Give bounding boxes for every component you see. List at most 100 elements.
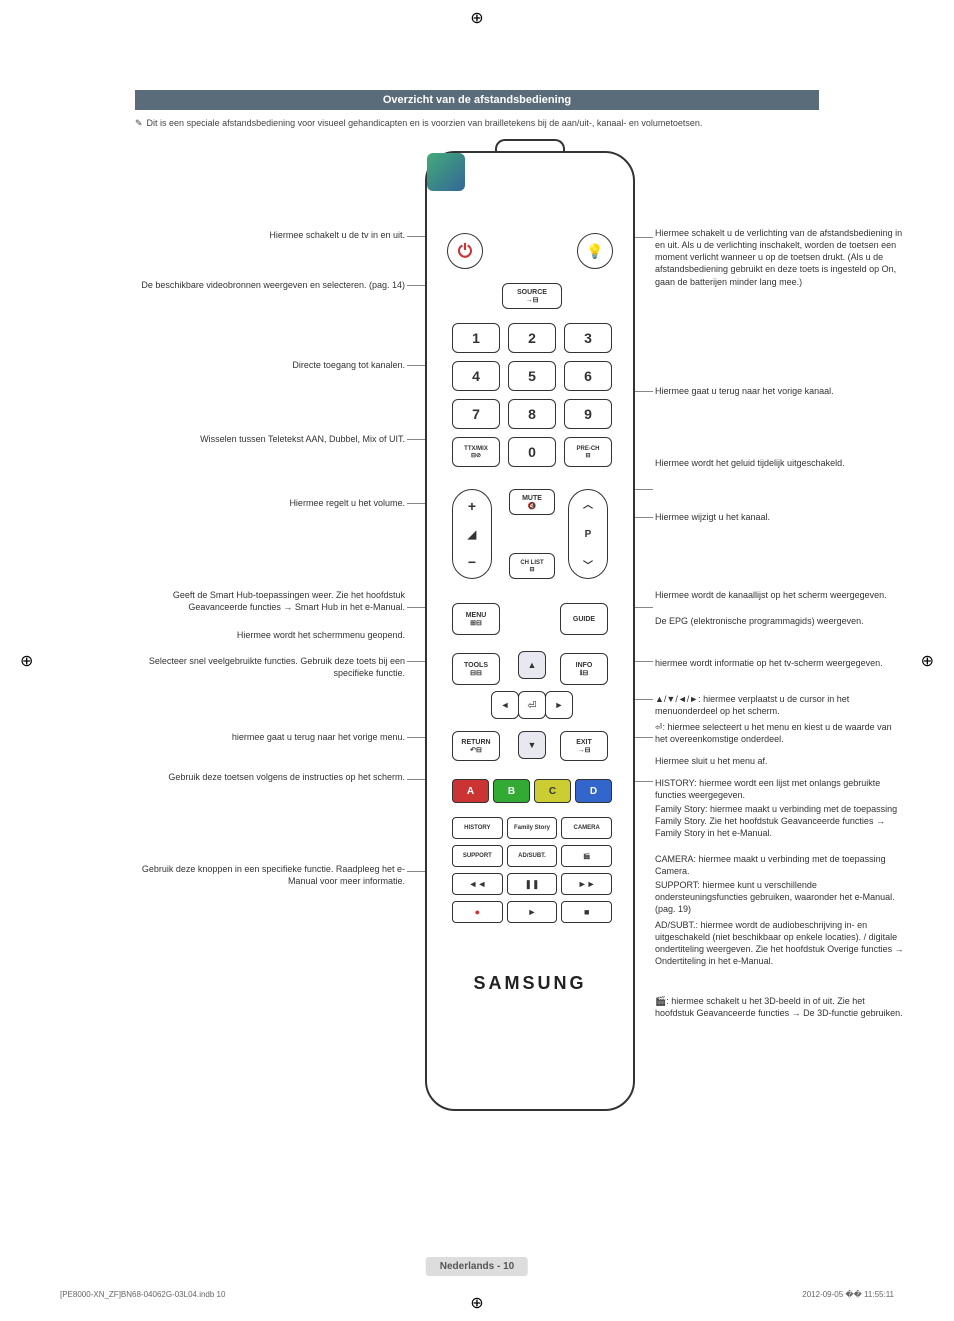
stop-button[interactable]: ■ [561, 901, 612, 923]
label-mute: Hiermee wordt het geluid tijdelijk uitge… [655, 457, 905, 469]
num-3[interactable]: 3 [564, 323, 612, 353]
label-tools: Selecteer snel veelgebruikte functies. G… [115, 655, 405, 679]
dpad-left[interactable]: ◄ [491, 691, 519, 719]
footer-left: [PE8000-XN_ZF]BN68-04062G-03L04.indb 10 [60, 1290, 225, 1299]
label-ttx: Wisselen tussen Teletekst AAN, Dubbel, M… [115, 433, 405, 445]
adsubt-button[interactable]: AD/SUBT. [507, 845, 558, 867]
volume-rocker[interactable]: +◢− [452, 489, 492, 579]
footer-right: 2012-09-05 �� 11:55:11 [802, 1290, 894, 1299]
section-title: Overzicht van de afstandsbediening [135, 90, 819, 110]
guide-button[interactable]: GUIDE [560, 603, 608, 635]
label-dpad2: ⏎: hiermee selecteert u het menu en kies… [655, 721, 905, 745]
light-button[interactable]: 💡 [577, 233, 613, 269]
label-smarthub1: Geeft de Smart Hub-toepassingen weer. Zi… [115, 589, 405, 613]
power-icon: ⏻ [458, 241, 472, 262]
history-button[interactable]: HISTORY [452, 817, 503, 839]
label-dpad1: ▲/▼/◄/►: hiermee verplaatst u de cursor … [655, 693, 905, 717]
label-family: Family Story: hiermee maakt u verbinding… [655, 803, 905, 839]
color-d[interactable]: D [575, 779, 612, 803]
note-icon: ✎ [135, 118, 143, 128]
num-4[interactable]: 4 [452, 361, 500, 391]
exit-icon: →⊟ [578, 746, 591, 754]
source-button[interactable]: SOURCE→⊟ [502, 283, 562, 309]
menu-button[interactable]: MENU⊞⊟ [452, 603, 500, 635]
label-guide: De EPG (elektronische programmagids) wee… [655, 615, 905, 627]
support-button[interactable]: SUPPORT [452, 845, 503, 867]
vol-icon: ◢ [468, 528, 476, 541]
label-support: SUPPORT: hiermee kunt u verschillende on… [655, 879, 905, 915]
smarthub-button[interactable] [427, 153, 465, 191]
pause-button[interactable]: ❚❚ [507, 873, 558, 895]
family-button[interactable]: Family Story [507, 817, 558, 839]
num-7[interactable]: 7 [452, 399, 500, 429]
source-icon: →⊟ [526, 296, 539, 304]
info-icon: ℹ⊟ [580, 669, 589, 677]
dpad-up[interactable]: ▲ [518, 651, 546, 679]
remote-body: ⏻ 💡 SOURCE→⊟ 1 2 3 4 5 6 7 8 9 TTX/MIX⊟⊘… [425, 151, 635, 1111]
forward-icon: ►► [578, 879, 596, 889]
pause-icon: ❚❚ [524, 879, 539, 890]
menu-icon: ⊞⊟ [470, 619, 482, 627]
num-6[interactable]: 6 [564, 361, 612, 391]
tools-button[interactable]: TOOLS⊟⊟ [452, 653, 500, 685]
media-row-2: ● ► ■ [452, 901, 612, 923]
play-button[interactable]: ► [507, 901, 558, 923]
power-button[interactable]: ⏻ [447, 233, 483, 269]
info-label: INFO [576, 662, 593, 669]
page-number: Nederlands - 10 [426, 1257, 528, 1276]
dpad-enter[interactable]: ⏎ [518, 691, 546, 719]
label-exit: Hiermee sluit u het menu af. [655, 755, 905, 767]
label-info: hiermee wordt informatie op het tv-scher… [655, 657, 905, 669]
camera-button[interactable]: CAMERA [561, 817, 612, 839]
mute-button[interactable]: MUTE🔇 [509, 489, 555, 515]
page-content: Overzicht van de afstandsbediening ✎ Dit … [0, 0, 954, 1191]
remote-diagram: Hiermee schakelt u de tv in en uit. De b… [115, 141, 839, 1161]
num-2[interactable]: 2 [508, 323, 556, 353]
forward-button[interactable]: ►► [561, 873, 612, 895]
registration-mark-bottom: ⊕ [470, 1293, 483, 1313]
label-volume: Hiermee regelt u het volume. [115, 497, 405, 509]
num-9[interactable]: 9 [564, 399, 612, 429]
enter-icon: ⏎ [527, 699, 536, 712]
ch-label: P [585, 529, 592, 540]
brand-logo: SAMSUNG [427, 973, 633, 994]
ch-up-icon: ︿ [583, 496, 593, 511]
label-chlist: Hiermee wordt de kanaallijst op het sche… [655, 589, 905, 601]
record-button[interactable]: ● [452, 901, 503, 923]
dpad: ▲ ▼ ◄ ► ⏎ [505, 651, 559, 759]
3d-button[interactable]: 🎬 [561, 845, 612, 867]
num-0[interactable]: 0 [508, 437, 556, 467]
num-1[interactable]: 1 [452, 323, 500, 353]
dpad-right[interactable]: ► [545, 691, 573, 719]
label-history: HISTORY: hiermee wordt een lijst met onl… [655, 777, 905, 801]
channel-rocker[interactable]: ︿P﹀ [568, 489, 608, 579]
tools-icon: ⊟⊟ [470, 669, 482, 677]
num-5[interactable]: 5 [508, 361, 556, 391]
label-camera: CAMERA: hiermee maakt u verbinding met d… [655, 853, 905, 877]
play-icon: ► [528, 907, 537, 917]
return-button[interactable]: RETURN↶⊟ [452, 731, 500, 761]
media-row-1: ◄◄ ❚❚ ►► [452, 873, 612, 895]
ttx-button[interactable]: TTX/MIX⊟⊘ [452, 437, 500, 467]
label-source: De beschikbare videobronnen weergeven en… [115, 279, 405, 291]
num-8[interactable]: 8 [508, 399, 556, 429]
rewind-icon: ◄◄ [468, 879, 486, 889]
rewind-button[interactable]: ◄◄ [452, 873, 503, 895]
label-power: Hiermee schakelt u de tv in en uit. [115, 229, 405, 241]
info-button[interactable]: INFOℹ⊟ [560, 653, 608, 685]
return-icon: ↶⊟ [470, 746, 482, 754]
label-numbers: Directe toegang tot kanalen. [115, 359, 405, 371]
chlist-button[interactable]: CH LIST⊟ [509, 553, 555, 579]
note-text: ✎ Dit is een speciale afstandsbediening v… [135, 118, 819, 129]
function-row-1: HISTORY Family Story CAMERA [452, 817, 612, 839]
exit-button[interactable]: EXIT→⊟ [560, 731, 608, 761]
color-c[interactable]: C [534, 779, 571, 803]
stop-icon: ■ [584, 907, 589, 917]
right-icon: ► [555, 700, 564, 710]
note-content: Dit is een speciale afstandsbediening vo… [147, 118, 703, 128]
prech-button[interactable]: PRE-CH⊟ [564, 437, 612, 467]
color-b[interactable]: B [493, 779, 530, 803]
color-a[interactable]: A [452, 779, 489, 803]
dpad-down[interactable]: ▼ [518, 731, 546, 759]
prech-icon: ⊟ [585, 452, 590, 459]
